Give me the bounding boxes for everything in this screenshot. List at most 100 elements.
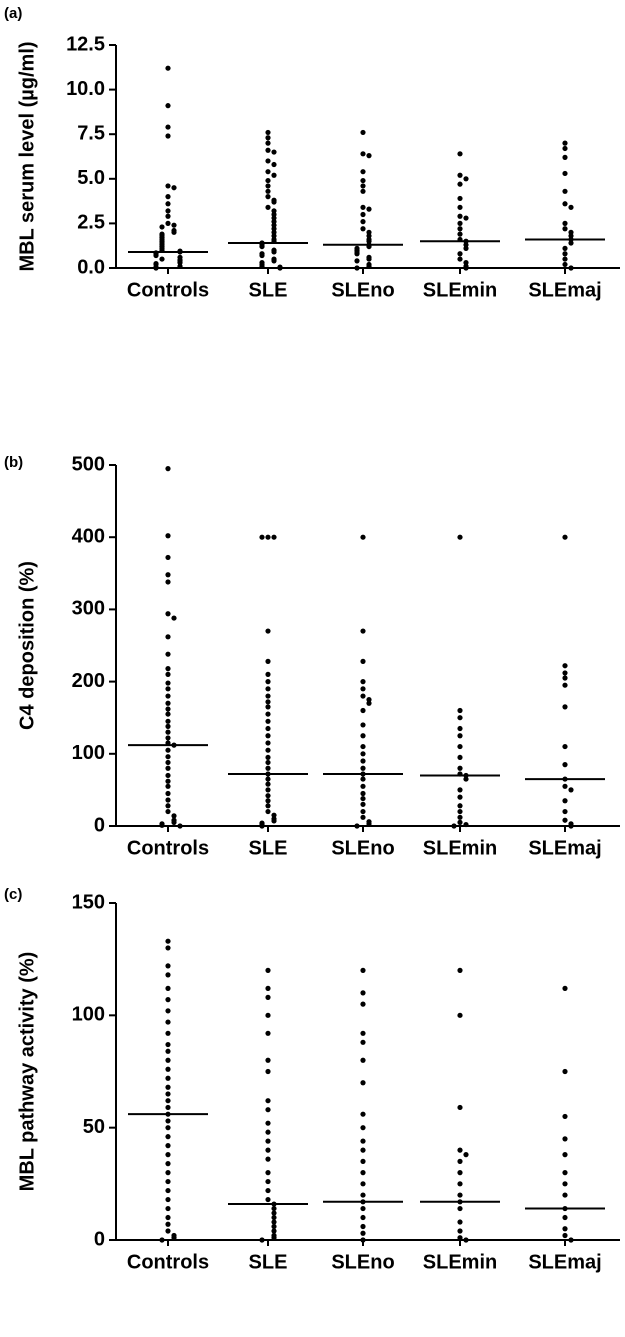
data-point [360,1125,366,1131]
data-point [360,686,366,692]
data-point [165,997,171,1003]
data-point [360,1181,366,1187]
data-point [457,1104,463,1111]
data-point [165,963,171,969]
data-point [265,711,271,717]
data-point [265,1129,271,1135]
data-point [265,693,271,699]
data-point [165,1205,171,1212]
data-point [451,823,457,829]
y-tick-label: 7.5 [77,122,105,144]
data-point [568,204,574,210]
data-point [165,1104,171,1111]
data-point [457,787,463,793]
data-point [165,194,171,200]
data-point [265,725,271,732]
data-point [562,670,568,676]
data-point [259,263,265,269]
data-point [271,1219,277,1225]
data-point [165,680,171,686]
data-point [165,723,171,729]
data-point [562,154,568,160]
data-point [265,534,271,540]
data-point [562,817,568,823]
data-point [171,222,177,228]
x-tick-label: SLEmaj [528,1251,601,1273]
data-point [165,103,171,109]
data-point [568,823,574,829]
data-point [457,733,463,739]
y-tick-label: 200 [72,670,105,692]
data-point [165,772,171,779]
x-tick-label: SLEmin [423,1251,497,1273]
data-point [265,129,271,136]
data-point [271,172,277,178]
x-tick-label: Controls [127,837,209,859]
data-point [265,147,271,153]
data-point [265,1147,271,1153]
data-point [562,245,568,251]
data-point [562,140,568,146]
data-point [165,985,171,991]
data-point [457,765,463,771]
data-point [271,1235,277,1241]
data-point [366,206,372,212]
data-point [457,151,463,157]
data-point [457,814,463,820]
data-point [366,233,372,239]
data-point [165,1008,171,1014]
data-point [568,1237,574,1243]
data-point [463,242,469,248]
data-point [165,735,171,741]
data-point [457,195,463,202]
data-point [165,1221,171,1227]
data-point [562,985,568,991]
data-point [271,199,277,205]
data-point [457,1205,463,1212]
data-point [360,1138,366,1144]
data-point [153,252,159,259]
data-point [265,798,271,804]
data-point [165,729,171,735]
x-tick-label: SLEno [331,837,394,859]
data-point [165,797,171,803]
data-point [171,229,177,235]
y-tick-label: 50 [83,1116,105,1138]
data-point [562,704,568,710]
data-point [562,762,568,768]
y-tick-label: 0 [94,1228,105,1250]
data-point [366,229,372,235]
data-point [562,201,568,207]
data-point [165,1143,171,1149]
data-point [457,1158,463,1164]
data-point [271,258,277,264]
x-tick-label: SLE [249,1251,288,1273]
data-point [457,1228,463,1234]
y-axis-label: C4 deposition (%) [16,561,38,730]
data-point [265,803,271,809]
data-point [562,226,568,232]
data-point [265,686,271,692]
y-tick-label: 100 [72,1004,105,1026]
data-point [165,208,171,214]
data-point [360,534,366,540]
data-point [360,1039,366,1045]
data-point [360,226,366,232]
data-point [265,140,271,146]
data-point [271,1210,277,1216]
data-point [165,1057,171,1063]
data-point [457,204,463,210]
data-point [271,229,277,235]
data-point [562,256,568,262]
data-point [457,1181,463,1187]
data-point [165,1170,171,1176]
data-point [463,1237,469,1243]
data-point [354,251,360,257]
data-point [171,813,177,819]
data-point [165,124,171,130]
data-point [463,821,469,828]
data-point [259,243,265,250]
data-point [568,229,574,235]
data-point [165,945,171,951]
data-point [165,466,171,472]
